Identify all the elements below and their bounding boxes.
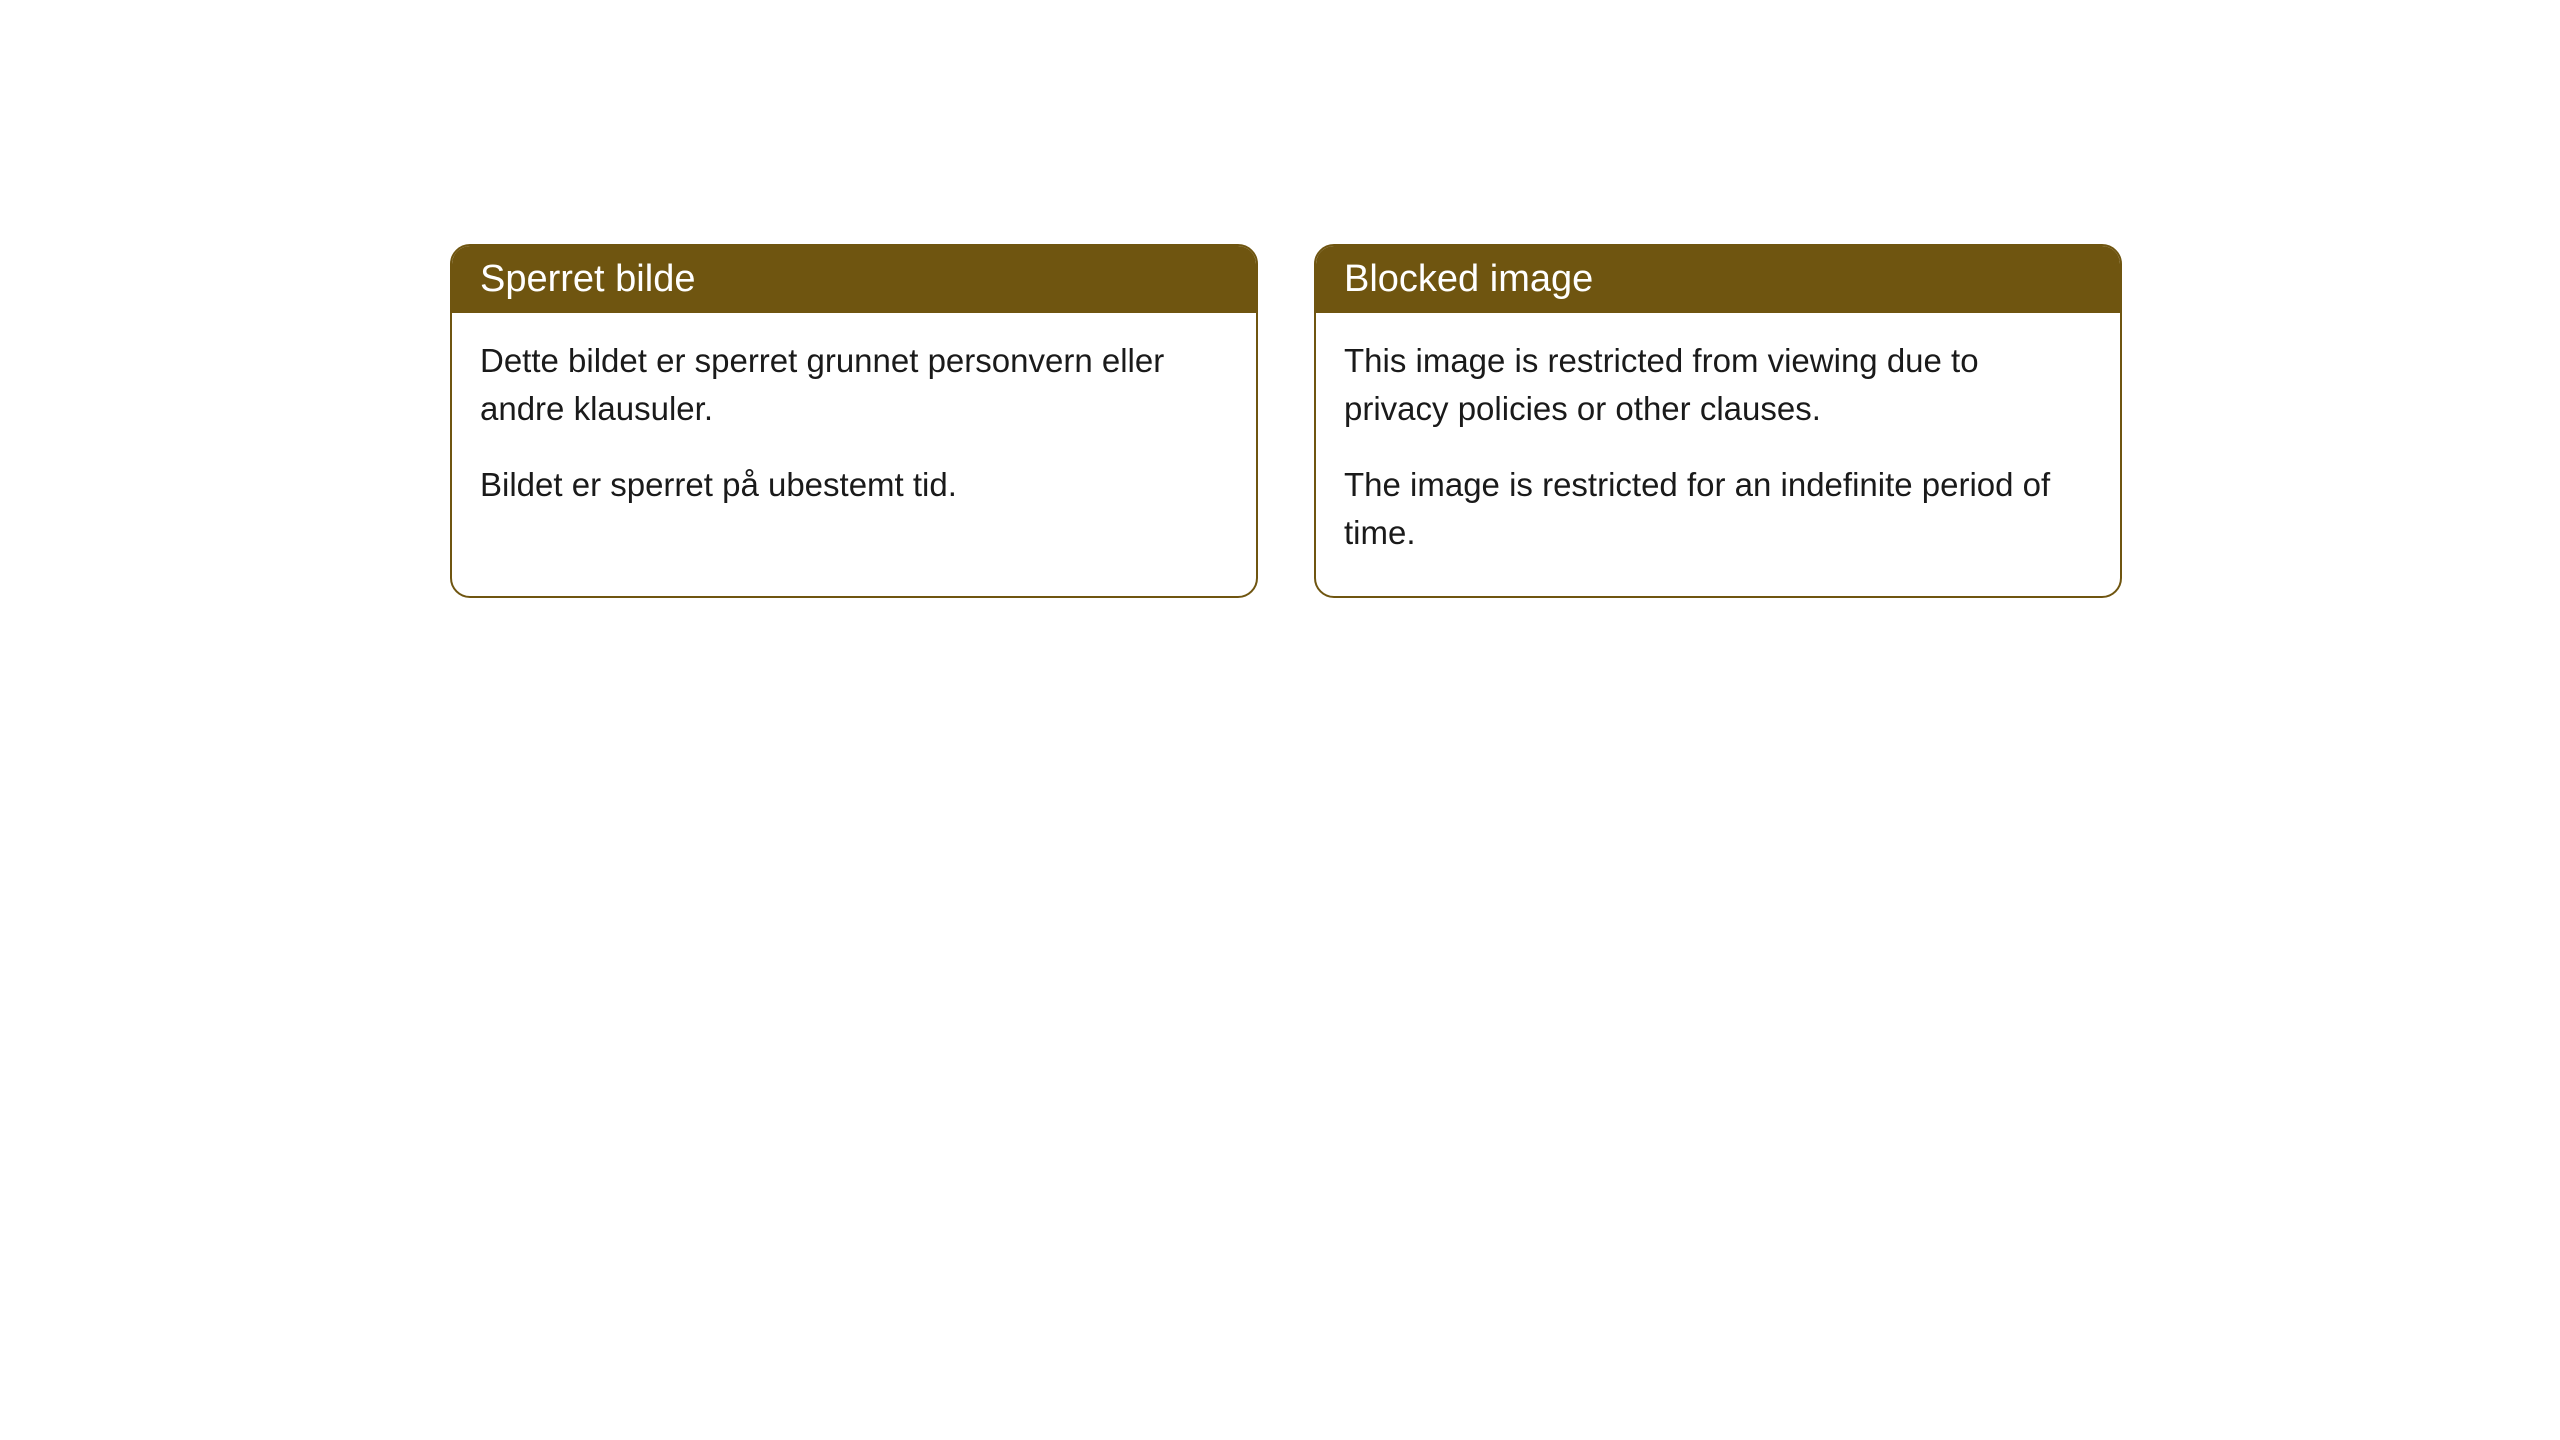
- card-paragraph: Dette bildet er sperret grunnet personve…: [480, 337, 1228, 433]
- notice-card-norwegian: Sperret bilde Dette bildet er sperret gr…: [450, 244, 1258, 598]
- card-title: Sperret bilde: [480, 258, 695, 300]
- card-body: This image is restricted from viewing du…: [1316, 313, 2120, 596]
- notice-card-english: Blocked image This image is restricted f…: [1314, 244, 2122, 598]
- card-body: Dette bildet er sperret grunnet personve…: [452, 313, 1256, 549]
- card-paragraph: This image is restricted from viewing du…: [1344, 337, 2092, 433]
- card-header: Blocked image: [1316, 246, 2120, 313]
- card-header: Sperret bilde: [452, 246, 1256, 313]
- notice-cards-container: Sperret bilde Dette bildet er sperret gr…: [450, 244, 2122, 598]
- card-paragraph: The image is restricted for an indefinit…: [1344, 461, 2092, 557]
- card-paragraph: Bildet er sperret på ubestemt tid.: [480, 461, 1228, 509]
- card-title: Blocked image: [1344, 258, 1593, 300]
